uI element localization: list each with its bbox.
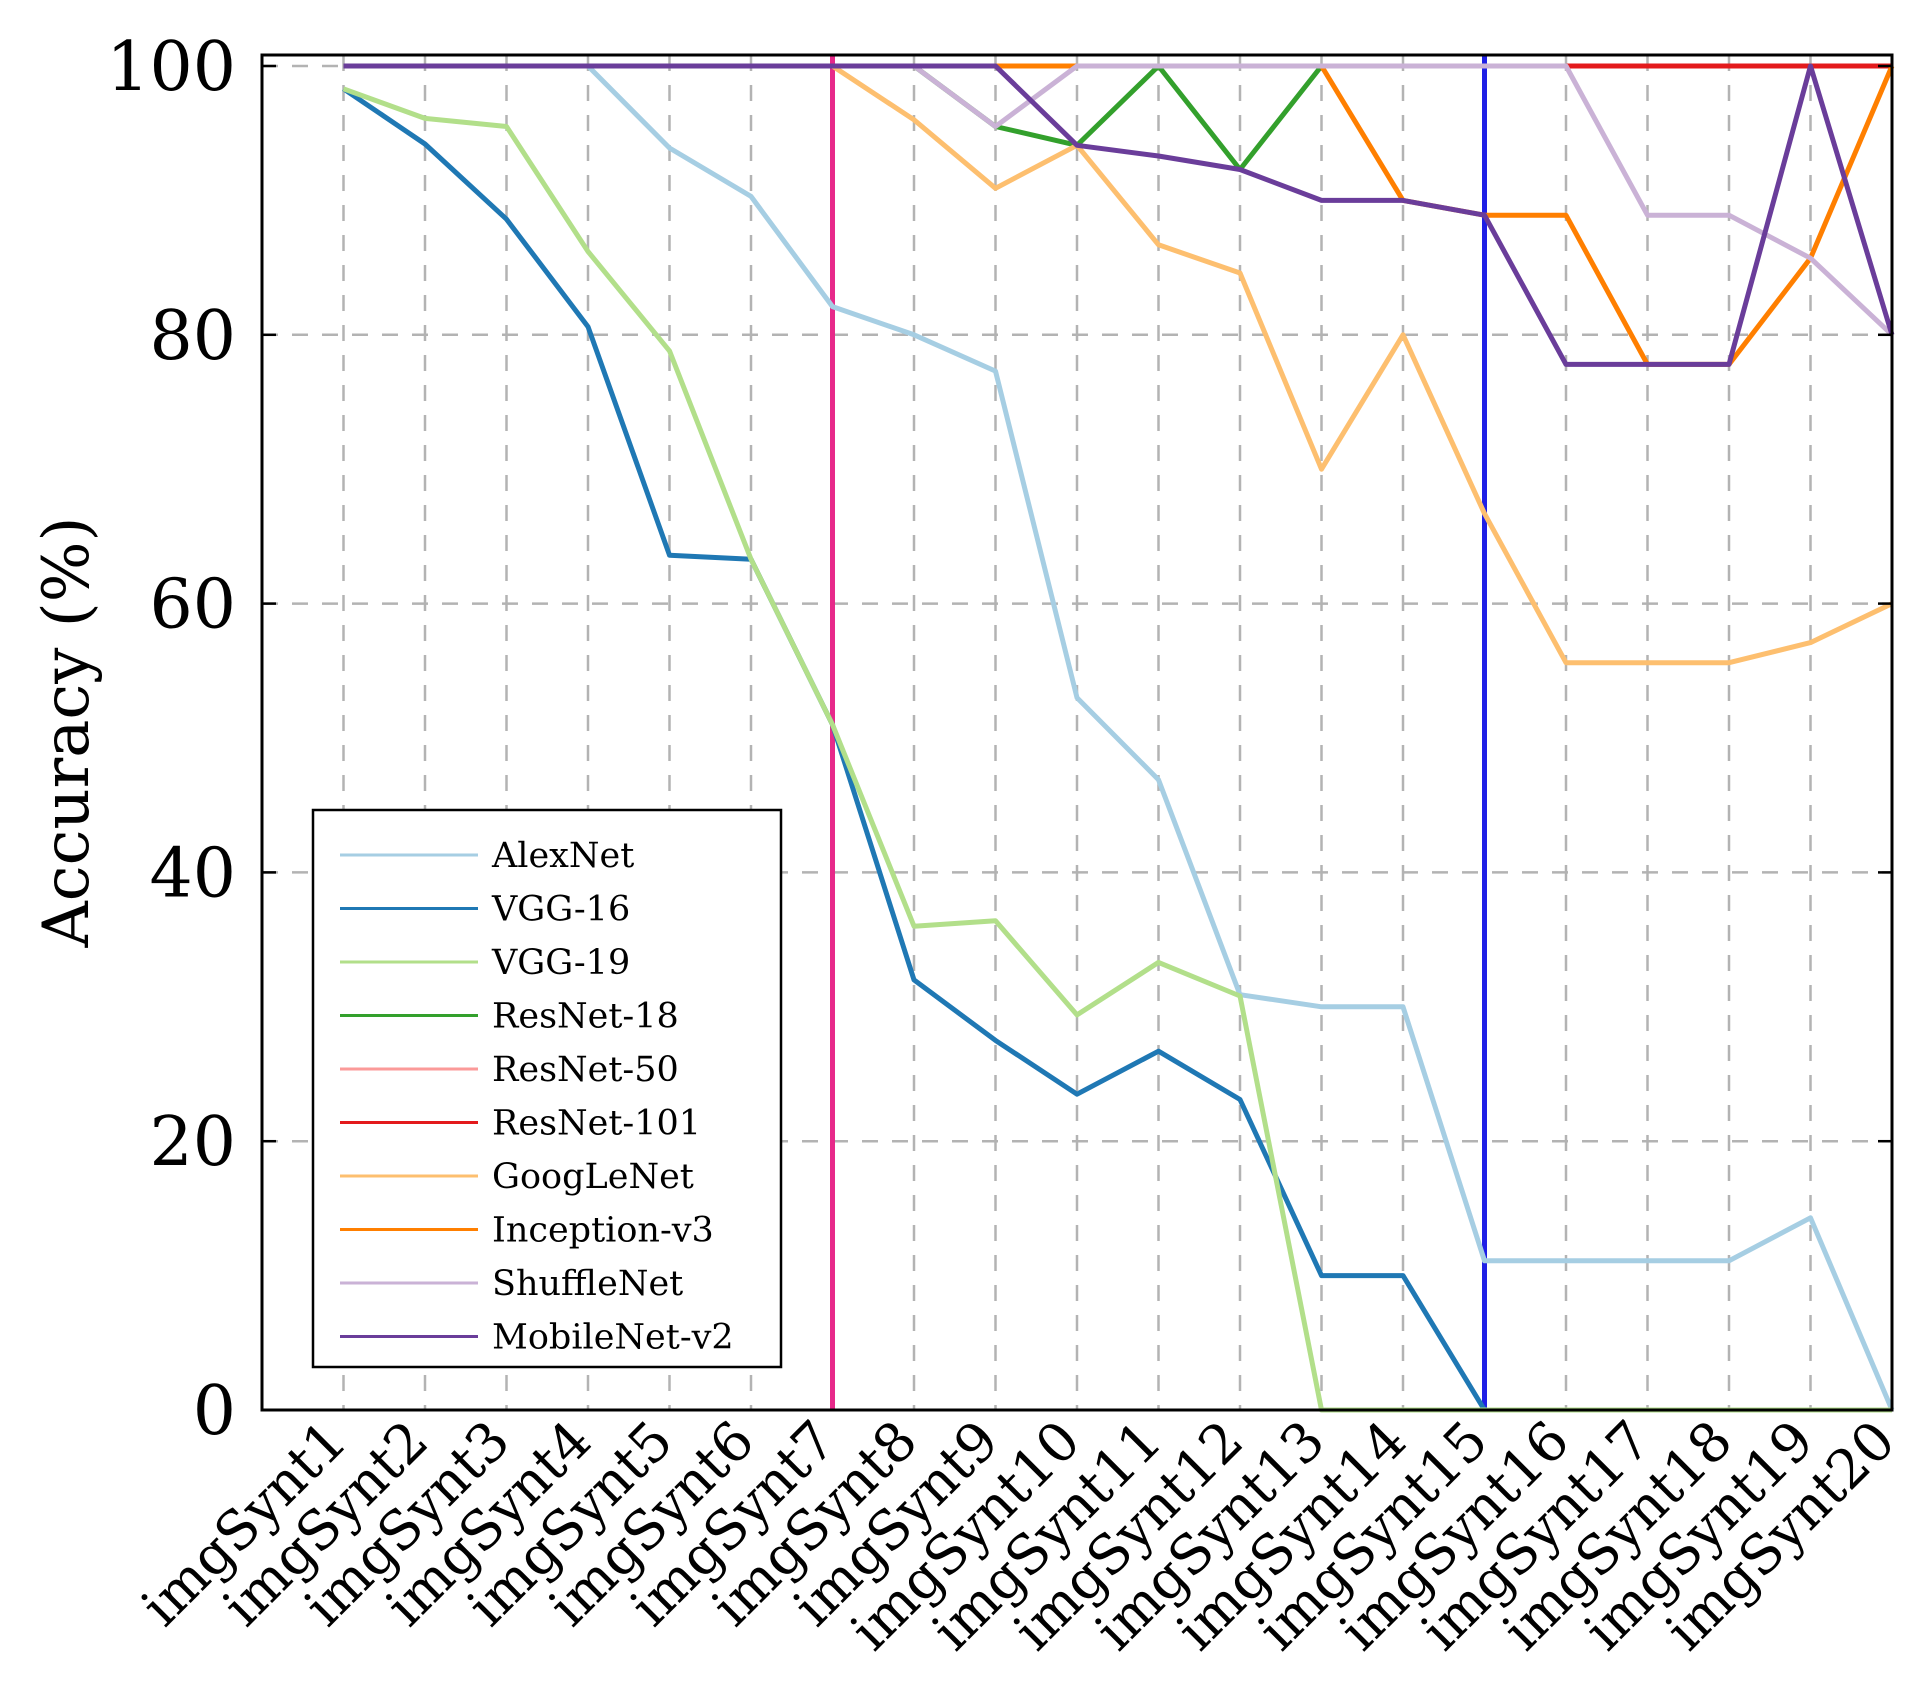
plot-frame: [260, 53, 1894, 1412]
x-axis-ticks: imgSynt1imgSynt2imgSynt3imgSynt4imgSynt5…: [129, 1409, 1907, 1663]
legend-label: ResNet-50: [492, 1050, 679, 1090]
series-line-mobilenet-v2: [343, 63, 1895, 367]
legend-label: VGG-16: [491, 890, 630, 930]
legend-label: GoogLeNet: [492, 1157, 694, 1197]
legend-box: [311, 808, 783, 1369]
y-tick-label: 60: [149, 566, 236, 645]
legend-label: ResNet-18: [492, 997, 679, 1037]
y-tick-label: 100: [106, 28, 236, 107]
legend-label: MobileNet-v2: [492, 1318, 734, 1358]
y-axis-ticks: 0 20 40 60 80 100: [106, 28, 1892, 1451]
y-tick-label: 40: [149, 834, 236, 913]
legend: AlexNet VGG-16 VGG-19 ResNet-18 ResNet-50 Res…: [311, 808, 783, 1369]
series-line-alexnet: [343, 63, 1895, 1411]
legend-label: VGG-19: [491, 943, 630, 983]
legend-label: Inception-v3: [492, 1211, 714, 1251]
y-axis-label: Accuracy (%): [30, 517, 104, 949]
legend-label: AlexNet: [491, 836, 634, 876]
legend-label: ShuffleNet: [492, 1264, 683, 1304]
legend-label: ResNet-101: [492, 1104, 701, 1144]
y-tick-label: 0: [193, 1372, 236, 1451]
series-line-resnet-18: [343, 63, 1892, 172]
y-tick-label: 20: [149, 1103, 236, 1182]
y-tick-label: 80: [149, 297, 236, 376]
